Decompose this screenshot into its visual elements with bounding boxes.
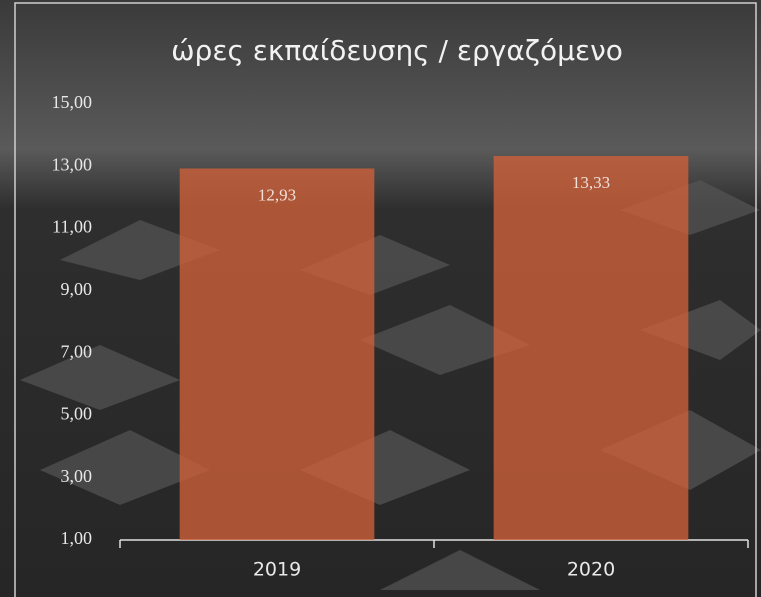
- y-tick-label: 9,00: [61, 279, 93, 299]
- y-tick-label: 13,00: [52, 154, 93, 174]
- bar: [493, 156, 689, 540]
- y-tick-label: 5,00: [61, 404, 93, 424]
- data-label: 12,93: [258, 185, 296, 204]
- y-tick-label: 7,00: [61, 341, 93, 361]
- y-tick-label: 1,00: [61, 528, 93, 548]
- bar: [179, 168, 375, 541]
- y-tick-label: 11,00: [52, 217, 92, 237]
- x-tick-label: 2019: [253, 559, 301, 581]
- x-tick-label: 2020: [567, 559, 615, 581]
- frame: [14, 2, 757, 597]
- y-tick-label: 15,00: [52, 92, 93, 112]
- chart-title: ώρες εκπαίδευσης / εργαζόμενο: [171, 34, 623, 67]
- data-label: 13,33: [572, 173, 610, 192]
- y-tick-label: 3,00: [61, 466, 93, 486]
